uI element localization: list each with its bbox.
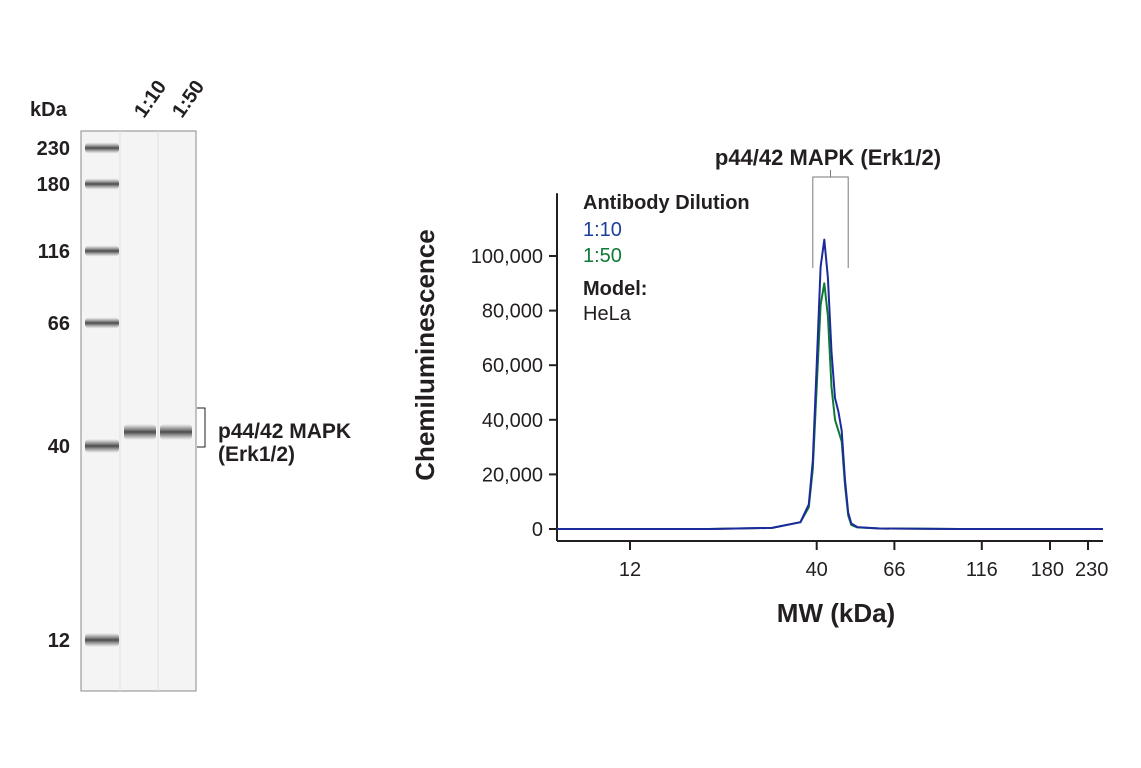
y-tick-label: 80,000 — [482, 301, 543, 323]
x-tick-label: 12 — [619, 559, 641, 581]
y-tick-label: 60,000 — [482, 355, 543, 377]
x-axis: 12 40 66 116 180 230 — [557, 540, 1108, 581]
y-tick-label: 100,000 — [471, 246, 543, 268]
peak-bracket — [812, 170, 849, 268]
lane-label-1-50: 1:50 — [168, 76, 209, 121]
legend-series-1-10: 1:10 — [583, 219, 622, 241]
x-tick-label: 66 — [883, 559, 905, 581]
marker-label-180: 180 — [37, 174, 70, 196]
ladder-band-180 — [85, 178, 119, 190]
band-label-line2: (Erk1/2) — [218, 443, 295, 466]
band-bracket — [197, 407, 206, 448]
ladder-band-40 — [85, 439, 119, 453]
lane-label-1-10: 1:10 — [130, 76, 171, 121]
y-axis: 0 20,000 40,000 60,000 80,000 100,000 — [471, 193, 558, 541]
ladder-lane — [85, 142, 119, 647]
x-tick-label: 40 — [806, 559, 828, 581]
chart-title: p44/42 MAPK (Erk1/2) — [715, 145, 941, 170]
series-line-1-10 — [557, 238, 1103, 530]
y-tick-label: 20,000 — [482, 464, 543, 486]
x-axis-label: MW (kDa) — [777, 598, 895, 628]
marker-label-12: 12 — [48, 630, 70, 652]
legend-model-title: Model: — [583, 278, 647, 300]
y-axis-label: Chemiluminescence — [410, 229, 440, 480]
marker-label-66: 66 — [48, 313, 70, 335]
blot-frame — [80, 130, 197, 692]
legend-title: Antibody Dilution — [583, 192, 750, 214]
legend: Antibody Dilution 1:10 1:50 Model: HeLa — [583, 192, 750, 325]
x-tick-label: 180 — [1031, 559, 1064, 581]
band-label-line1: p44/42 MAPK — [218, 420, 351, 443]
x-tick-label: 116 — [966, 559, 998, 581]
blot-image: kDa 1:10 1:50 230 180 116 66 40 12 p44/42 MAP… — [30, 76, 351, 692]
y-tick-label: 0 — [532, 519, 543, 541]
ladder-band-230 — [85, 142, 119, 154]
kda-label: kDa — [30, 99, 68, 121]
marker-label-40: 40 — [48, 436, 70, 458]
band-lane-1-50 — [160, 424, 192, 440]
x-tick-label: 230 — [1075, 559, 1108, 581]
ladder-band-116 — [85, 245, 119, 257]
ladder-band-66 — [85, 317, 119, 329]
legend-model-value: HeLa — [583, 303, 632, 325]
band-lane-1-10 — [124, 424, 156, 440]
ladder-band-12 — [85, 633, 119, 647]
series-lines — [557, 238, 1103, 530]
marker-labels: 230 180 116 66 40 12 — [37, 138, 70, 652]
legend-series-1-50: 1:50 — [583, 245, 622, 267]
marker-label-230: 230 — [37, 138, 70, 160]
y-tick-label: 40,000 — [482, 410, 543, 432]
chart: p44/42 MAPK (Erk1/2) 0 20,000 40,000 60,000… — [410, 145, 1108, 628]
marker-label-116: 116 — [38, 241, 70, 263]
